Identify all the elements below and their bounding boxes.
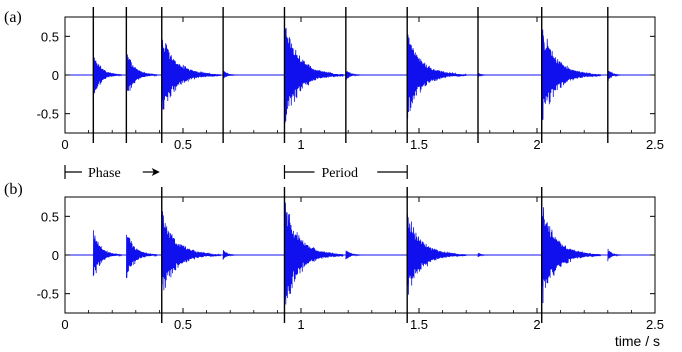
waveform-burst <box>284 27 344 125</box>
y-tick-label: 0 <box>52 248 59 263</box>
annotations: Phase Period <box>64 165 408 181</box>
waveform-burst <box>284 202 344 305</box>
waveform-burst <box>222 249 238 260</box>
period-annotation-label: Period <box>321 166 358 181</box>
panel-b: 0 0.5 1 1.5 2 2.50.50-0.5(b) <box>4 181 664 332</box>
waveform-burst <box>161 211 222 292</box>
panel-a: 0 0.5 1 1.5 2 2.50.50-0.5(a) <box>4 7 664 152</box>
waveform-burst <box>92 230 122 277</box>
y-tick-label: 0 <box>52 68 59 83</box>
x-tick-label: 1 <box>297 317 304 332</box>
x-tick-label: 0.5 <box>174 137 192 152</box>
x-axis-label: time / s <box>615 333 660 349</box>
waveform-burst <box>477 253 488 258</box>
x-tick-label: 2 <box>533 137 540 152</box>
x-tick-label: 2.5 <box>646 317 664 332</box>
y-tick-label: 0.5 <box>41 29 59 44</box>
waveform-burst <box>607 248 623 262</box>
waveform-burst <box>541 29 602 121</box>
waveform-burst <box>345 70 363 81</box>
waveform-burst <box>161 39 222 112</box>
y-tick-label: -0.5 <box>37 287 59 302</box>
waveform-burst <box>126 54 158 98</box>
x-tick-label: 1.5 <box>410 137 428 152</box>
x-tick-label: 0.5 <box>174 317 192 332</box>
y-tick-label: -0.5 <box>37 107 59 122</box>
panel-label: (b) <box>4 181 23 198</box>
panel-label: (a) <box>4 9 22 26</box>
x-tick-label: 1 <box>297 137 304 152</box>
waveform-burst <box>92 57 122 103</box>
x-tick-label: 2.5 <box>646 137 664 152</box>
x-tick-label: 1.5 <box>410 317 428 332</box>
waveform-burst <box>541 207 602 304</box>
waveform-burst <box>345 250 363 260</box>
waveform-burst <box>607 70 623 81</box>
waveform-burst <box>406 34 467 119</box>
phase-arrowhead <box>151 168 160 176</box>
x-tick-label: 0 <box>61 137 68 152</box>
x-tick-label: 2 <box>533 317 540 332</box>
waveform-burst <box>477 73 488 78</box>
waveform-burst <box>222 71 238 80</box>
phase-annotation-label: Phase <box>88 166 121 181</box>
x-tick-label: 0 <box>61 317 68 332</box>
y-tick-label: 0.5 <box>41 209 59 224</box>
waveform-burst <box>406 214 467 295</box>
waveform-burst <box>126 234 158 279</box>
